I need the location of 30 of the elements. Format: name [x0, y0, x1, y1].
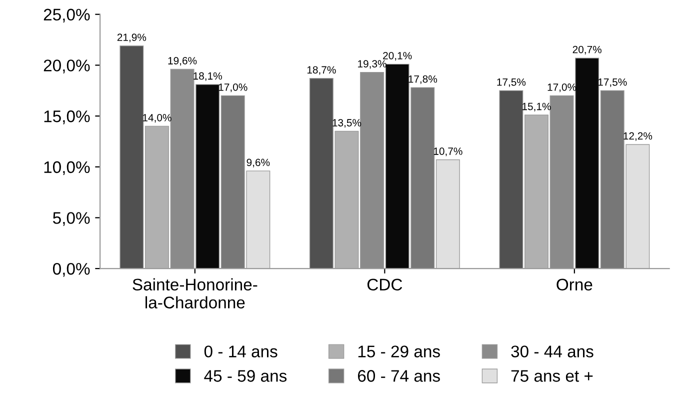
y-tick-label: 15,0% [44, 110, 90, 124]
legend-label: 30 - 44 ans [511, 346, 594, 358]
legend-label: 75 ans et + [511, 370, 593, 382]
x-tick-label: Sainte-Honorine- la-Chardonne [132, 278, 258, 308]
data-label: 15,1% [522, 102, 551, 112]
legend-label: 45 - 59 ans [204, 370, 287, 382]
data-label: 17,5% [497, 78, 526, 88]
x-tick-label: Orne [556, 278, 592, 291]
y-tick-label: 20,0% [44, 60, 90, 74]
data-label: 9,6% [246, 158, 270, 168]
legend-label: 0 - 14 ans [204, 346, 278, 358]
data-label: 21,9% [117, 34, 146, 42]
data-label: 12,2% [624, 132, 652, 141]
legend-label: 60 - 74 ans [358, 370, 440, 382]
y-tick-label: 0,0% [52, 262, 90, 277]
x-tick-label: CDC [367, 278, 402, 291]
data-label: 13,5% [332, 119, 362, 128]
y-tick-label: 5,0% [53, 212, 90, 226]
y-tick-label: 10,0% [44, 161, 90, 176]
data-label: 10,7% [434, 148, 462, 156]
legend-label: 15 - 29 ans [358, 346, 440, 358]
data-label: 20,1% [383, 52, 412, 61]
y-tick-label: 25,0% [44, 8, 90, 23]
data-label: 17,8% [408, 75, 438, 84]
data-label: 19,6% [168, 57, 197, 66]
data-label: 20,7% [572, 46, 602, 54]
data-label: 18,1% [194, 72, 222, 81]
data-label: 19,3% [358, 60, 386, 69]
data-label: 18,7% [307, 66, 336, 75]
data-label: 14,0% [143, 114, 172, 123]
